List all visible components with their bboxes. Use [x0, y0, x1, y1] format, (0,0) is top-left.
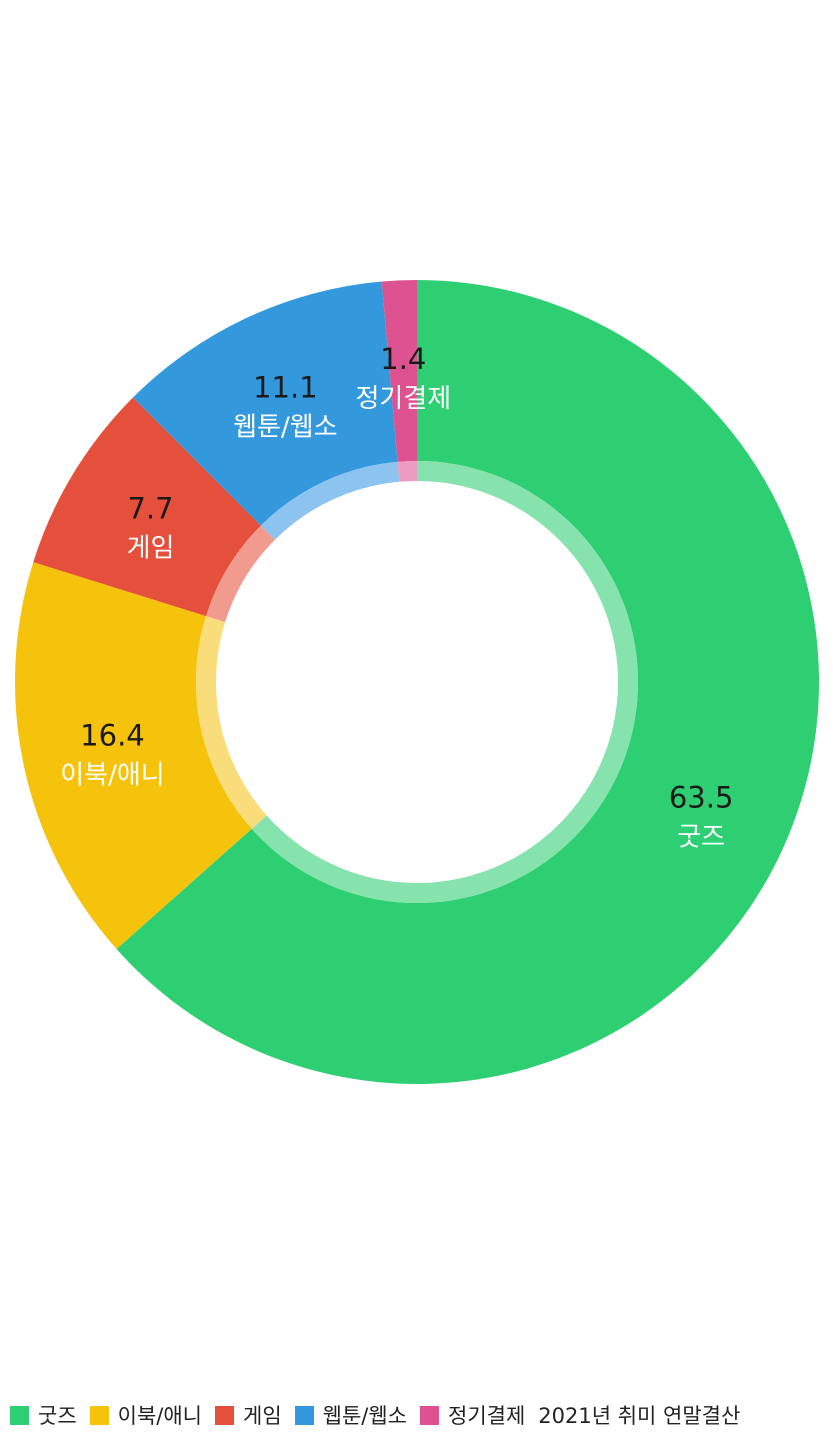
- legend-swatch: [215, 1405, 234, 1425]
- legend-label: 이북/애니: [117, 1404, 202, 1428]
- value-label-4: 1.4: [380, 342, 426, 376]
- category-label-1: 이북/애니: [60, 760, 164, 790]
- value-label-0: 63.5: [669, 781, 734, 815]
- inner-ring-3: [260, 461, 400, 540]
- inner-ring-1: [195, 616, 267, 829]
- legend-swatch: [10, 1405, 29, 1425]
- legend-item-goods[interactable]: 굿즈: [10, 1400, 77, 1430]
- inner-ring-0: [251, 461, 638, 904]
- category-label-2: 게임: [127, 534, 175, 564]
- category-label-4: 정기결제: [355, 384, 451, 414]
- legend-item-ebook-anime[interactable]: 이북/애니: [89, 1400, 202, 1430]
- legend-item-game[interactable]: 게임: [215, 1400, 282, 1430]
- inner-ring-4: [397, 461, 417, 482]
- legend-label: 정기결제: [448, 1404, 526, 1428]
- legend-label: 웹툰/웹소: [322, 1404, 407, 1428]
- slice-0[interactable]: [116, 280, 820, 1084]
- chart-legend: 굿즈 이북/애니 게임 웹툰/웹소 정기결제 2021년 취미 연말결산: [10, 1400, 740, 1430]
- category-label-0: 굿즈: [677, 823, 725, 853]
- slice-3[interactable]: [132, 281, 398, 526]
- chart-caption: 2021년 취미 연말결산: [538, 1404, 741, 1428]
- slice-1[interactable]: [14, 562, 252, 950]
- slice-2[interactable]: [33, 397, 261, 617]
- value-label-2: 7.7: [127, 492, 173, 526]
- legend-label: 게임: [243, 1404, 282, 1428]
- legend-item-subscription[interactable]: 정기결제: [420, 1400, 525, 1430]
- legend-swatch: [420, 1405, 439, 1425]
- legend-item-webtoon[interactable]: 웹툰/웹소: [294, 1400, 407, 1430]
- category-label-3: 웹툰/웹소: [233, 413, 337, 443]
- legend-swatch: [294, 1405, 314, 1425]
- slice-4[interactable]: [381, 280, 417, 462]
- value-label-3: 11.1: [253, 371, 318, 405]
- legend-label: 굿즈: [38, 1404, 77, 1428]
- legend-swatch: [89, 1405, 109, 1425]
- inner-ring-2: [206, 525, 275, 623]
- value-label-1: 16.4: [80, 718, 145, 752]
- donut-chart: 63.5 굿즈 16.4 이북/애니 7.7 게임 11.1 웹툰/웹소 1.4 정기결제: [14, 280, 820, 1084]
